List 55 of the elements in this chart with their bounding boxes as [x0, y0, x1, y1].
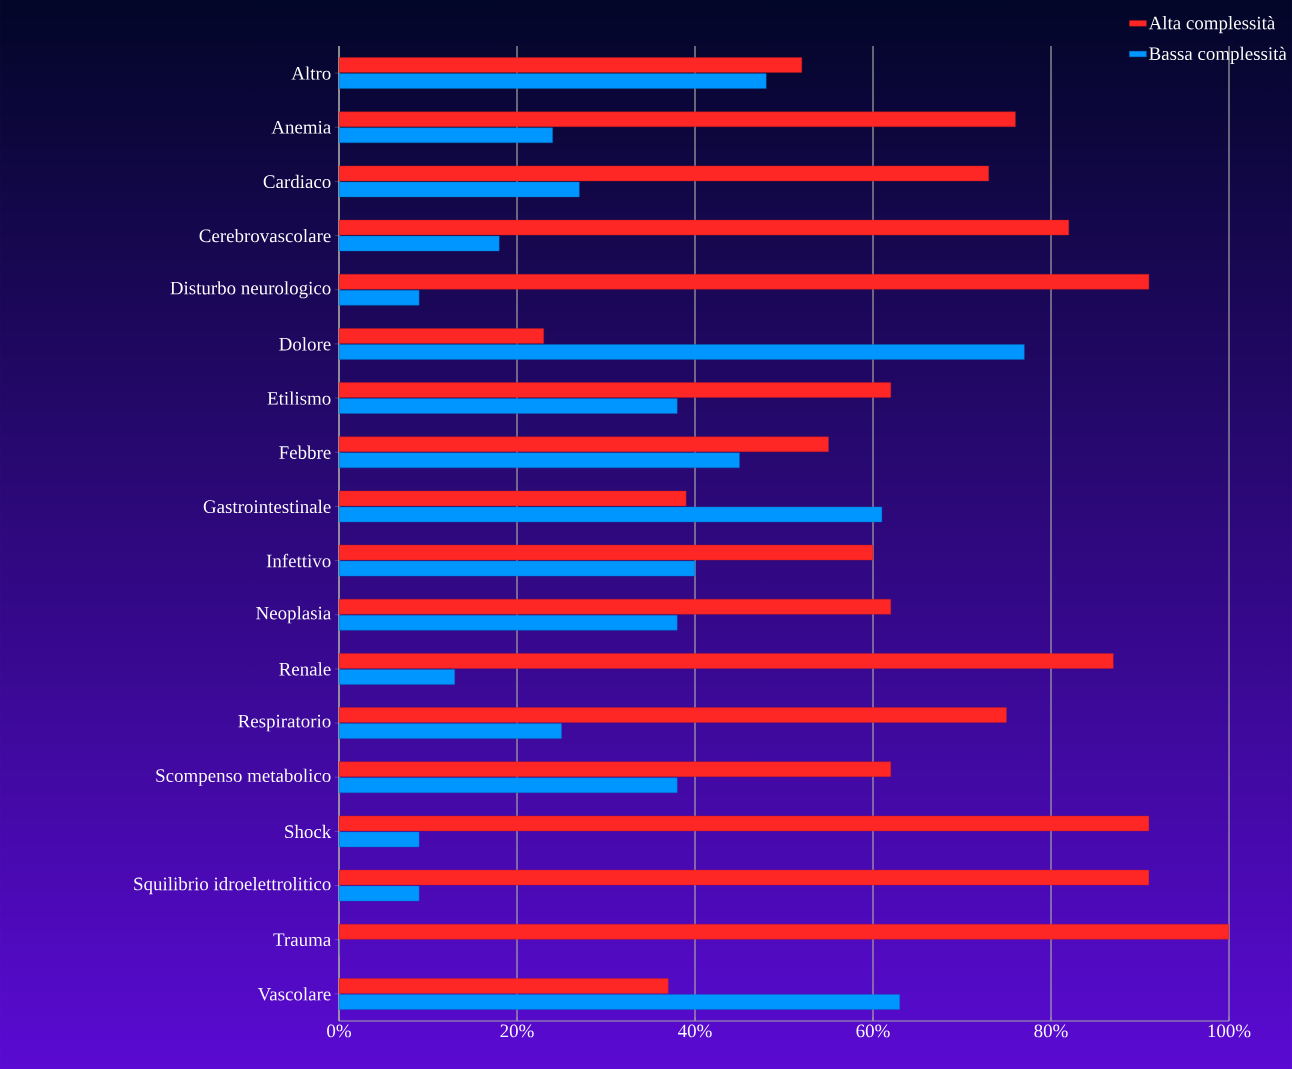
bar	[339, 219, 1070, 236]
y-tick-label: Gastrointestinale	[203, 499, 331, 514]
x-tick-label: 80%	[1034, 1024, 1068, 1038]
bar	[339, 669, 455, 685]
bar	[339, 994, 900, 1010]
bar	[339, 436, 829, 452]
bar	[339, 978, 669, 994]
y-tick-label: Cardiaco	[263, 174, 331, 189]
y-tick-label: Infettivo	[266, 553, 331, 568]
bar	[339, 73, 767, 89]
bar	[339, 615, 678, 631]
bar	[339, 165, 989, 182]
legend-label: Bassa complessità	[1149, 46, 1287, 64]
bar	[339, 290, 420, 306]
y-tick-label: Scompenso metabolico	[156, 768, 331, 786]
bar	[339, 344, 1025, 360]
y-tick-label: Altro	[291, 66, 331, 80]
bar	[339, 274, 1150, 290]
y-tick-label: Shock	[285, 824, 332, 839]
y-tick-label: Disturbo neurologico	[170, 281, 331, 299]
bar	[339, 544, 874, 561]
bar	[339, 924, 1230, 940]
x-tick-label: 0%	[327, 1024, 351, 1038]
legend-label: Alta complessità	[1148, 16, 1276, 34]
x-tick-label: 40%	[678, 1024, 712, 1038]
bar	[339, 328, 544, 344]
y-tick-label: Squilibrio idroelettrolitico	[134, 877, 331, 895]
bar	[339, 723, 562, 739]
bar	[339, 490, 687, 507]
y-tick-label: Renale	[279, 662, 331, 676]
y-tick-label: Cerebrovascolare	[199, 228, 331, 243]
y-tick-label: Febbre	[279, 445, 331, 459]
bar	[339, 653, 1114, 669]
y-tick-label: Etilismo	[267, 391, 331, 405]
y-tick-label: Trauma	[273, 933, 331, 947]
bar	[339, 382, 892, 398]
bar	[339, 57, 803, 73]
bar	[339, 127, 553, 143]
x-tick-label: 20%	[500, 1024, 534, 1038]
y-tick-label: Anemia	[271, 120, 331, 134]
bar	[339, 777, 678, 793]
bar	[339, 761, 892, 777]
y-tick-label: Dolore	[279, 337, 331, 351]
x-tick-label: 60%	[856, 1024, 890, 1038]
bar	[339, 707, 1007, 723]
bar	[339, 452, 740, 468]
y-tick-label: Vascolare	[257, 987, 331, 1001]
bar	[339, 815, 1150, 832]
y-tick-label: Neoplasia	[256, 606, 331, 624]
bar	[339, 599, 892, 615]
y-tick-label: Respiratorio	[238, 714, 331, 732]
bar	[339, 398, 678, 414]
bar	[339, 111, 1016, 127]
x-tick-label: 100%	[1208, 1024, 1251, 1038]
bar	[339, 869, 1150, 886]
